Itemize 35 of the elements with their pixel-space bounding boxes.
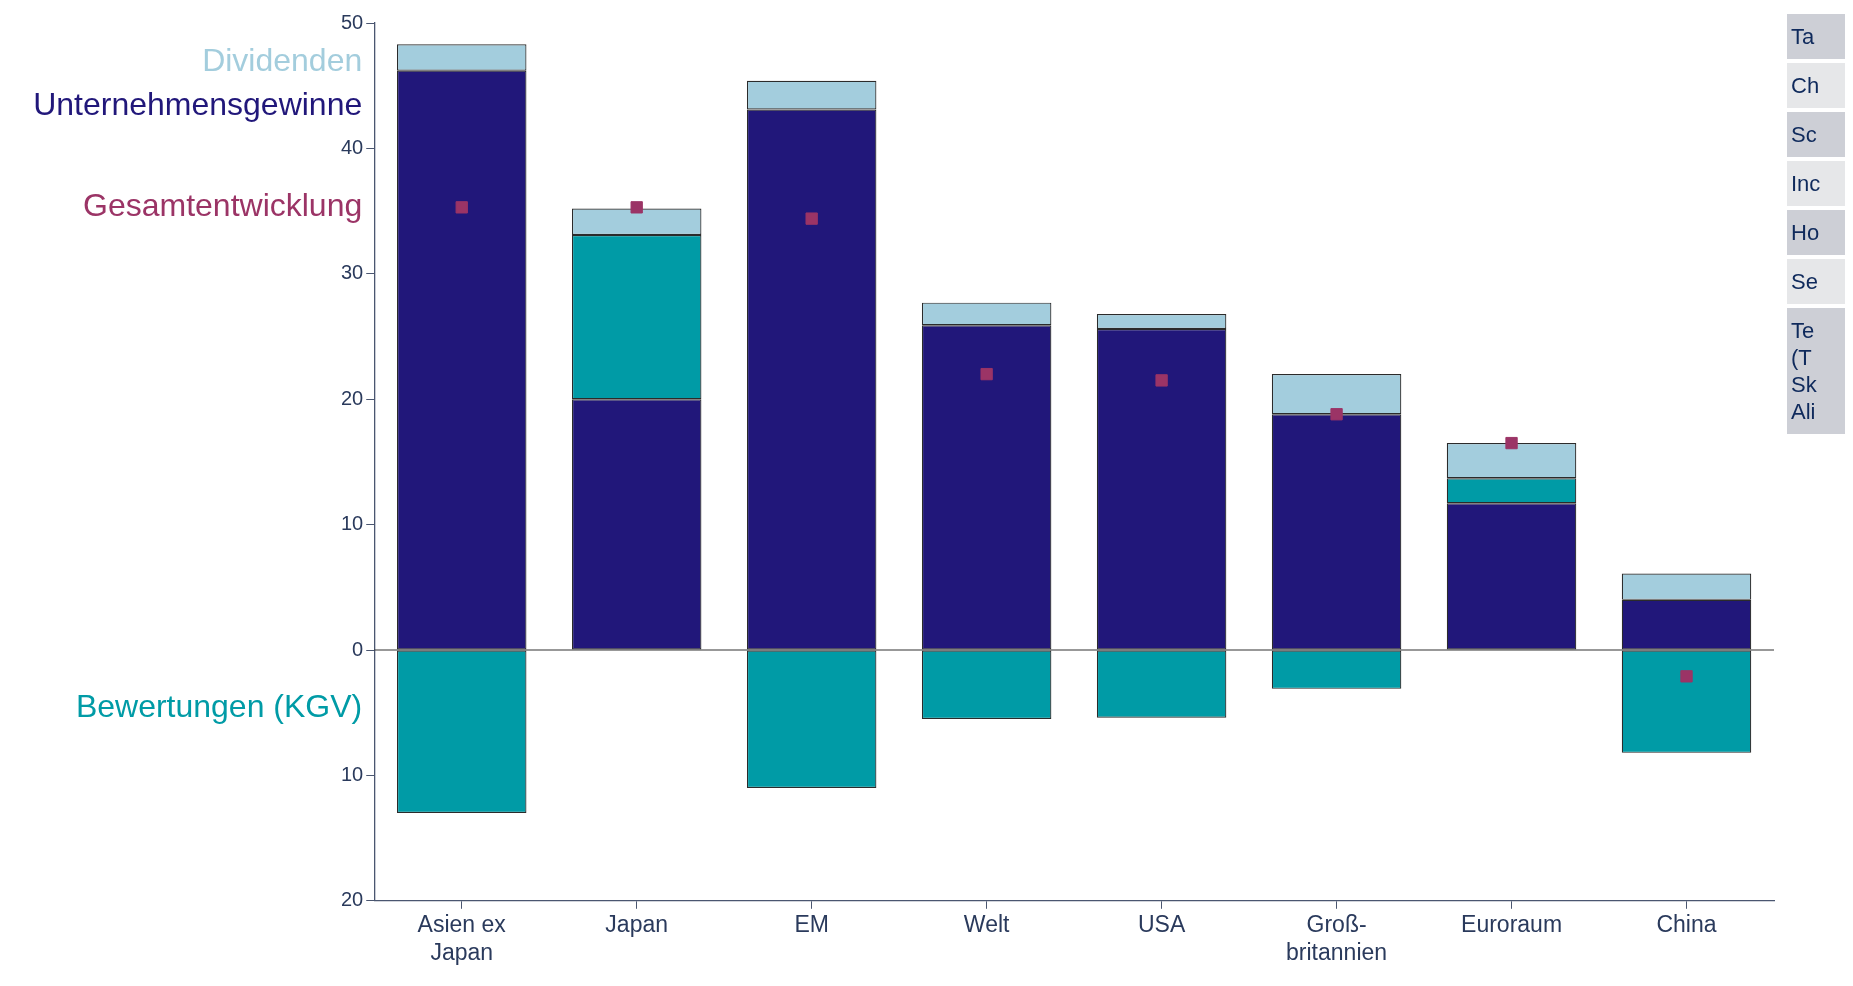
text: Sc	[1787, 112, 1845, 157]
x-tick-label: Asien ex Japan	[417, 910, 507, 965]
x-tick-label: EM	[794, 910, 829, 937]
y-tick-label: 0	[352, 637, 364, 660]
text: Ho	[1787, 210, 1845, 255]
y-tick-label: 40	[341, 135, 364, 158]
y-tick-label: 20	[341, 386, 364, 409]
y-tick-label: 10	[341, 762, 364, 785]
point	[1680, 670, 1693, 683]
y-tick-label: 20	[341, 888, 364, 911]
text: Se	[1787, 259, 1845, 304]
y-tick-label: 10	[341, 512, 364, 535]
text: Gesamtentwicklung	[83, 187, 363, 224]
y-tick-label: 30	[341, 261, 364, 284]
x-tick-label: Euroraum	[1461, 910, 1563, 937]
x-tick-label: Welt	[963, 910, 1011, 937]
point	[805, 212, 818, 225]
point	[455, 201, 468, 214]
x-tick-label: China	[1656, 910, 1717, 937]
point	[1155, 374, 1168, 387]
y-tick-label: 50	[341, 10, 364, 33]
x-tick-label: Japan	[605, 910, 669, 937]
text: Ch	[1787, 63, 1845, 108]
point	[980, 367, 993, 381]
point	[1505, 436, 1518, 450]
x-tick-label: USA	[1137, 910, 1186, 937]
point	[1330, 408, 1343, 421]
point	[630, 201, 643, 214]
series-label: Bewertungen (KGV)	[75, 687, 363, 724]
x-tick-label: Groß- britannien	[1286, 910, 1388, 965]
series-label: Dividenden	[202, 42, 363, 79]
text: Inc	[1787, 161, 1845, 206]
series-label: Unternehmensgewinne	[33, 86, 363, 123]
text: Ta	[1787, 14, 1845, 59]
text: Te (T Sk Ali	[1787, 308, 1845, 434]
